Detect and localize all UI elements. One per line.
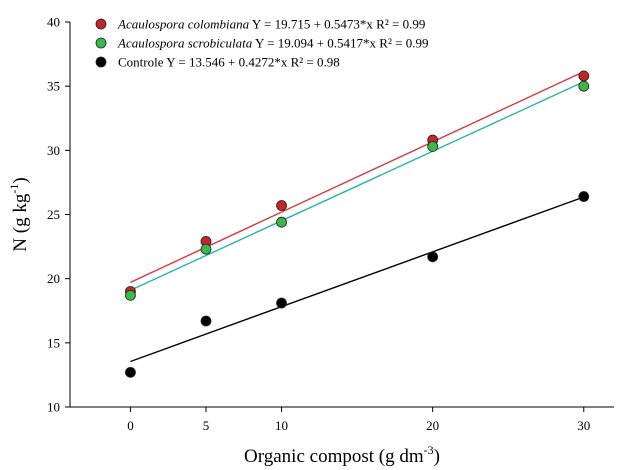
- data-point-series-0: [578, 70, 590, 82]
- data-point-series-1: [578, 80, 590, 92]
- fit-line-series-0: [130, 70, 585, 283]
- legend-marker: [95, 37, 107, 49]
- x-axis-title-end: ): [434, 446, 440, 467]
- data-point-series-1: [276, 216, 287, 228]
- y-tick-label: 10: [47, 400, 60, 415]
- x-axis-title-sup: -3: [424, 443, 434, 457]
- legend-marker: [95, 18, 107, 30]
- legend-series-name: Acaulospora scrobiculata: [117, 36, 253, 51]
- y-axis-title-main: N (g kg: [10, 193, 31, 252]
- data-point-series-1: [200, 243, 212, 255]
- y-tick-label: 30: [47, 143, 60, 158]
- legend-marker: [95, 56, 107, 68]
- y-ticks: 10 15 20 25 30 35 40: [47, 15, 70, 415]
- y-axis-title: N (g kg-1): [7, 177, 31, 251]
- legend-entry: Acaulospora scrobiculata Y = 19.094 + 0.…: [117, 36, 428, 51]
- y-tick-label: 15: [47, 335, 60, 350]
- x-tick-label: 10: [275, 418, 288, 433]
- x-tick-label: 0: [127, 418, 134, 433]
- y-tick-label: 35: [47, 79, 60, 94]
- legend-equation: Y = 19.094 + 0.5417*x R² = 0.99: [252, 36, 428, 51]
- data-point-series-1: [125, 289, 136, 301]
- data-point-series-2: [276, 297, 287, 309]
- y-tick-label: 25: [47, 207, 60, 222]
- axes: [69, 22, 614, 408]
- x-axis-title-main: Organic compost (g dm: [244, 446, 424, 467]
- x-axis-title: Organic compost (g dm-3): [244, 443, 440, 467]
- legend-entry: Acaulospora colombiana Y = 19.715 + 0.54…: [117, 17, 425, 32]
- data-point-series-2: [578, 191, 590, 202]
- legend-equation: Y = 19.715 + 0.5473*x R² = 0.99: [249, 17, 425, 32]
- x-tick-label: 30: [577, 418, 590, 433]
- legend-entry: Controle Y = 13.546 + 0.4272*x R² = 0.98: [118, 55, 340, 70]
- y-axis-title-end: ): [10, 177, 31, 183]
- regression-lines: [130, 70, 585, 363]
- data-point-series-1: [427, 141, 439, 152]
- y-tick-label: 20: [47, 271, 60, 286]
- data-point-series-0: [276, 200, 287, 211]
- x-ticks: 0 5 10 20 30: [127, 407, 590, 433]
- fit-line-series-2: [130, 196, 585, 363]
- legend-equation: Y = 13.546 + 0.4272*x R² = 0.98: [164, 55, 340, 70]
- data-point-series-2: [427, 251, 439, 263]
- data-point-series-2: [200, 315, 212, 327]
- y-tick-label: 40: [47, 15, 60, 30]
- data-points: [125, 70, 590, 378]
- legend-series-name: Controle: [118, 55, 164, 70]
- legend: Acaulospora colombiana Y = 19.715 + 0.54…: [95, 17, 428, 70]
- fit-line-series-1: [130, 81, 585, 291]
- x-tick-label: 20: [426, 418, 439, 433]
- y-axis-title-sup: -1: [7, 184, 21, 194]
- data-point-series-2: [125, 366, 136, 378]
- x-tick-label: 5: [203, 418, 210, 433]
- legend-series-name: Acaulospora colombiana: [117, 17, 250, 32]
